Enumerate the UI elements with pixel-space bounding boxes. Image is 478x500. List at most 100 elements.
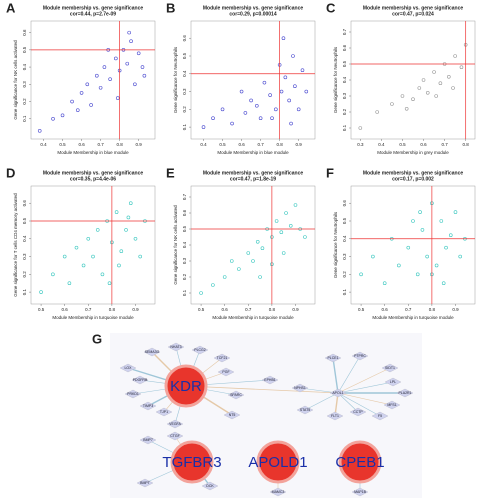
point bbox=[447, 75, 451, 79]
x-tick-label: 0.5 bbox=[219, 142, 226, 147]
point bbox=[258, 116, 263, 121]
x-tick-label: 0.6 bbox=[62, 307, 69, 312]
point bbox=[304, 89, 309, 94]
gene-node bbox=[166, 431, 184, 441]
point bbox=[415, 272, 420, 277]
point bbox=[211, 116, 215, 121]
y-tick-label: 0.4 bbox=[182, 70, 187, 77]
gene-label: PTPRC bbox=[354, 354, 366, 358]
x-tick-label: 0.9 bbox=[132, 307, 139, 312]
point bbox=[300, 68, 305, 73]
gene-node bbox=[191, 345, 209, 355]
gene-label: SEMA3G bbox=[145, 350, 160, 354]
panel-label: B bbox=[166, 0, 175, 15]
gene-label: TCF21 bbox=[217, 356, 228, 360]
point bbox=[279, 230, 284, 234]
gene-label: LPL bbox=[390, 380, 396, 384]
gene-label: BMP7 bbox=[143, 438, 153, 442]
gene-label: MFS1 bbox=[387, 403, 396, 407]
point bbox=[74, 245, 79, 250]
gene-node bbox=[213, 353, 231, 363]
gene-label: NHAT3 bbox=[170, 345, 181, 349]
x-tick-label: 0.4 bbox=[40, 142, 47, 147]
point bbox=[60, 113, 65, 118]
gene-node bbox=[396, 388, 414, 398]
x-tick-label: 0.6 bbox=[222, 307, 229, 312]
y-axis-label: Gene significance for T cells CD4 memory… bbox=[13, 193, 18, 297]
panel-label: A bbox=[6, 0, 16, 15]
x-tick-label: 0.4 bbox=[378, 142, 385, 147]
hub-node bbox=[256, 440, 300, 484]
point bbox=[51, 272, 55, 277]
point bbox=[375, 110, 379, 114]
gene-label: SIDT1 bbox=[385, 366, 395, 370]
point bbox=[291, 54, 295, 58]
y-tick-label: 0.5 bbox=[342, 217, 347, 224]
chart-subtitle: cor=0.47, p=0.024 bbox=[392, 11, 434, 17]
point bbox=[293, 84, 297, 89]
gene-node bbox=[136, 478, 154, 488]
y-tick-label: 0.7 bbox=[182, 193, 187, 200]
x-tick-label: 0.3 bbox=[357, 142, 364, 147]
x-tick-label: 0.5 bbox=[198, 307, 205, 312]
point bbox=[107, 281, 112, 286]
gene-label: TJP1 bbox=[160, 410, 168, 414]
x-tick-label: 0.8 bbox=[269, 307, 276, 312]
x-tick-label: 0.6 bbox=[78, 142, 85, 147]
point bbox=[359, 272, 363, 277]
y-tick-label: 0.6 bbox=[342, 44, 347, 51]
point bbox=[142, 73, 147, 78]
point bbox=[251, 259, 255, 263]
point bbox=[451, 86, 455, 90]
plot-frame bbox=[350, 20, 476, 140]
gene-label: MAMC3 bbox=[272, 490, 285, 494]
gene-label: VEGFA bbox=[169, 422, 181, 426]
gene-label: PLCE1 bbox=[327, 356, 338, 360]
point bbox=[262, 80, 267, 85]
point bbox=[86, 236, 91, 241]
point bbox=[284, 211, 288, 215]
x-tick-label: 0.9 bbox=[452, 307, 459, 312]
gene-node bbox=[383, 400, 401, 410]
point bbox=[432, 70, 436, 74]
plot-frame bbox=[30, 185, 156, 305]
point bbox=[390, 102, 394, 106]
point bbox=[289, 121, 293, 126]
point bbox=[133, 82, 137, 87]
chart-title: Module membership vs. gene significance bbox=[43, 170, 144, 176]
point bbox=[37, 129, 42, 133]
hub-label: KDR bbox=[170, 378, 202, 395]
point bbox=[296, 107, 301, 112]
point bbox=[95, 228, 100, 232]
point bbox=[397, 263, 401, 268]
point bbox=[102, 65, 107, 69]
gene-node bbox=[124, 389, 142, 399]
x-axis-label: Module Membership in blue module bbox=[57, 150, 129, 155]
gene-label: TIMP3 bbox=[143, 404, 153, 408]
gene-label: CTGF bbox=[170, 434, 180, 438]
edge bbox=[304, 392, 339, 411]
point bbox=[249, 98, 253, 103]
y-tick-label: 0.5 bbox=[22, 46, 27, 53]
point bbox=[444, 245, 448, 250]
point bbox=[303, 235, 307, 239]
point bbox=[229, 259, 234, 263]
point bbox=[81, 263, 86, 268]
gene-label: CCTP bbox=[353, 410, 363, 414]
gene-node bbox=[223, 410, 241, 420]
y-tick-label: 0.6 bbox=[22, 29, 27, 36]
gene-node bbox=[143, 347, 161, 357]
gene-node bbox=[119, 363, 137, 373]
x-tick-label: 0.5 bbox=[358, 307, 365, 312]
gene-label: NT5 bbox=[229, 413, 236, 417]
plot-frame bbox=[350, 185, 476, 305]
point bbox=[425, 254, 429, 259]
point bbox=[371, 254, 375, 259]
point bbox=[283, 75, 288, 80]
hub-label: APOLD1 bbox=[248, 454, 307, 471]
gene-node bbox=[326, 411, 344, 421]
gene-label: FLT1 bbox=[331, 414, 339, 418]
gene-node bbox=[131, 375, 149, 385]
point bbox=[237, 267, 241, 271]
